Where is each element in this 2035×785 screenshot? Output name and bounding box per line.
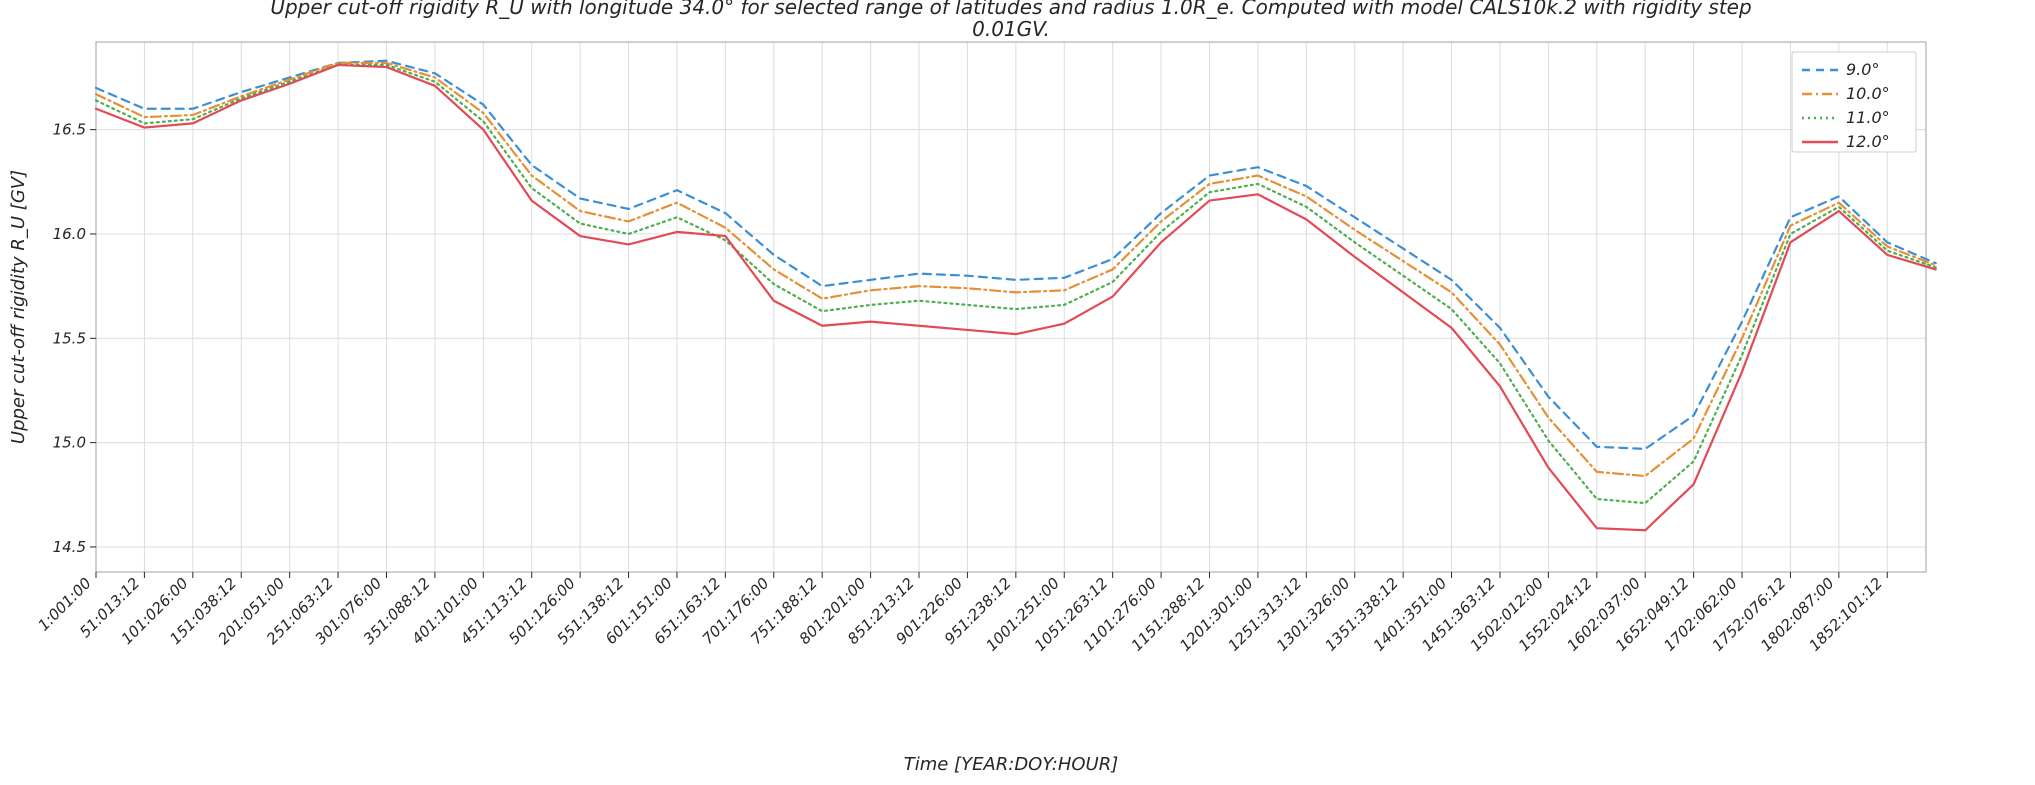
legend-label: 10.0°	[1846, 84, 1890, 103]
y-tick-label: 16.5	[53, 121, 86, 139]
y-tick-label: 16.0	[53, 225, 86, 243]
x-axis-label: Time [YEAR:DOY:HOUR]	[904, 754, 1119, 775]
y-tick-label: 15.5	[53, 329, 86, 347]
legend-label: 12.0°	[1846, 132, 1890, 151]
y-tick-label: 14.5	[53, 538, 86, 556]
y-axis-label: Upper cut-off rigidity R_U [GV]	[8, 170, 29, 444]
legend-label: 11.0°	[1846, 108, 1890, 127]
y-tick-label: 15.0	[53, 434, 86, 452]
chart-title-line2: 0.01GV.	[972, 17, 1050, 41]
legend-label: 9.0°	[1846, 60, 1879, 79]
line-chart: 14.515.015.516.016.51:001:0051:013:12101…	[0, 0, 2035, 785]
chart-container: 14.515.015.516.016.51:001:0051:013:12101…	[0, 0, 2035, 785]
